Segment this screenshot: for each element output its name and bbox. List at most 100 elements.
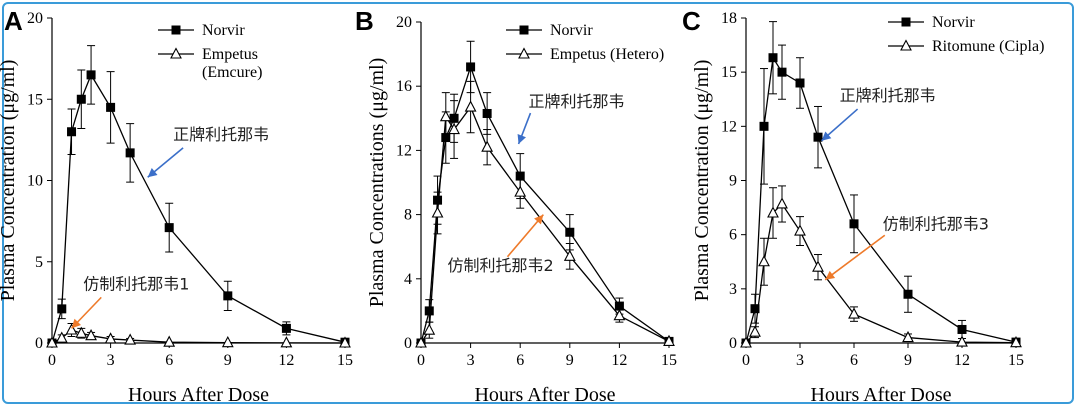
y-tick-label: 6 xyxy=(729,227,737,244)
annotation: 正牌利托那韦 xyxy=(517,92,624,145)
y-tick-label: 9 xyxy=(729,173,737,190)
data-point-square xyxy=(466,62,476,72)
data-point-square xyxy=(67,127,77,137)
data-point-square xyxy=(106,102,116,112)
annotation: 仿制利托那韦3 xyxy=(824,214,989,281)
x-tick-label: 12 xyxy=(278,352,294,369)
x-tick-label: 12 xyxy=(611,352,627,369)
data-point-square xyxy=(57,304,67,314)
x-tick-label: 0 xyxy=(742,352,750,369)
data-point-triangle xyxy=(65,323,78,335)
panel-letter: C xyxy=(682,6,701,36)
data-point-triangle xyxy=(439,110,452,122)
y-tick-label: 0 xyxy=(35,335,43,352)
y-tick-label: 0 xyxy=(729,335,737,352)
data-point-square xyxy=(164,223,174,233)
legend: Norvir Ritomune (Cipla) xyxy=(888,14,1044,55)
annotation-arrow-head xyxy=(534,214,544,225)
figure-frame xyxy=(2,2,1074,404)
y-tick-label: 3 xyxy=(729,281,737,298)
y-tick-label: 5 xyxy=(35,254,43,271)
legend: Norvir Empetus (Hetero) xyxy=(506,22,664,63)
data-point-triangle xyxy=(104,332,117,344)
data-point-triangle xyxy=(902,330,914,343)
legend-label: (Emcure) xyxy=(202,64,262,81)
data-point-triangle xyxy=(448,122,460,135)
data-point-square xyxy=(565,227,575,237)
x-tick-label: 15 xyxy=(1008,352,1024,369)
annotation-arrow-head xyxy=(821,131,832,141)
data-point-square xyxy=(86,70,96,80)
data-point-triangle xyxy=(85,329,97,341)
legend-marker-triangle xyxy=(170,47,182,59)
y-tick-label: 8 xyxy=(404,207,412,224)
data-point-square xyxy=(768,53,778,63)
y-axis-title: Plasma Concentration (μg/ml) xyxy=(691,60,713,302)
y-tick-label: 20 xyxy=(27,10,43,27)
data-point-square xyxy=(281,323,291,333)
legend-label: Norvir xyxy=(932,14,975,31)
data-point-triangle xyxy=(663,334,675,346)
panel-letter: B xyxy=(355,6,374,36)
annotation-arrow-head xyxy=(71,318,82,329)
y-tick-label: 15 xyxy=(27,91,43,108)
data-point-triangle xyxy=(163,335,176,347)
annotation: 仿制利托那韦2 xyxy=(447,214,554,275)
data-point-square xyxy=(795,78,805,88)
data-point-square xyxy=(813,132,823,142)
data-point-square xyxy=(957,324,967,334)
data-point-triangle xyxy=(339,336,351,348)
data-point-triangle xyxy=(221,335,234,348)
data-point-triangle xyxy=(776,197,788,209)
panel-a: A 0 3 6 9 12 15 0 5 10 15 20 Hours After Dose Plasma … xyxy=(0,6,353,406)
data-point-triangle xyxy=(514,185,527,197)
data-point-triangle xyxy=(740,336,752,348)
series-reference xyxy=(741,21,1021,348)
annotation-label: 正牌利托那韦 xyxy=(528,92,624,111)
annotation-label: 仿制利托那韦1 xyxy=(83,274,189,293)
data-point-triangle xyxy=(415,336,427,348)
legend: Norvir Empetus(Emcure) xyxy=(158,22,262,81)
data-point-square xyxy=(849,219,859,229)
panel-b: B 0 3 6 9 12 15 0 4 8 12 16 20 Hours After Dose Plasma… xyxy=(355,6,677,406)
data-point-triangle xyxy=(812,260,824,272)
series-reference xyxy=(47,45,350,348)
data-point-triangle xyxy=(563,249,576,261)
y-tick-label: 16 xyxy=(396,78,412,95)
data-point-triangle xyxy=(46,336,58,348)
x-tick-label: 3 xyxy=(107,352,115,369)
annotation: 仿制利托那韦1 xyxy=(70,274,189,329)
data-point-triangle xyxy=(613,309,626,321)
data-point-square xyxy=(223,291,233,301)
y-tick-label: 12 xyxy=(721,118,737,135)
legend-marker-triangle xyxy=(518,47,530,59)
annotation-label: 仿制利托那韦2 xyxy=(447,256,553,275)
y-axis-title: Plasma Concentration (μg/ml) xyxy=(0,60,19,302)
x-tick-label: 15 xyxy=(661,352,677,369)
annotation-arrow-head xyxy=(147,168,158,178)
annotation-arrow-line xyxy=(824,234,886,281)
annotation-label: 正牌利托那韦 xyxy=(173,125,269,144)
legend-marker-square xyxy=(171,25,181,35)
y-tick-label: 4 xyxy=(404,271,412,288)
series-generic xyxy=(415,80,675,348)
x-tick-label: 6 xyxy=(165,352,173,369)
legend-label: Norvir xyxy=(550,22,593,39)
data-point-square xyxy=(482,108,492,118)
data-point-triangle xyxy=(280,336,293,348)
data-point-triangle xyxy=(767,206,779,218)
x-tick-label: 6 xyxy=(516,352,524,369)
annotation-label: 仿制利托那韦3 xyxy=(883,214,989,233)
panel-letter: A xyxy=(4,6,23,36)
annotation-arrow-line xyxy=(506,214,544,258)
data-point-triangle xyxy=(749,325,761,337)
y-tick-label: 0 xyxy=(404,335,412,352)
x-tick-label: 3 xyxy=(467,352,475,369)
data-point-triangle xyxy=(794,224,806,236)
x-tick-label: 9 xyxy=(566,352,574,369)
data-point-triangle xyxy=(75,326,88,338)
x-tick-label: 0 xyxy=(417,352,425,369)
x-tick-label: 15 xyxy=(337,352,353,369)
data-point-triangle xyxy=(431,206,444,218)
